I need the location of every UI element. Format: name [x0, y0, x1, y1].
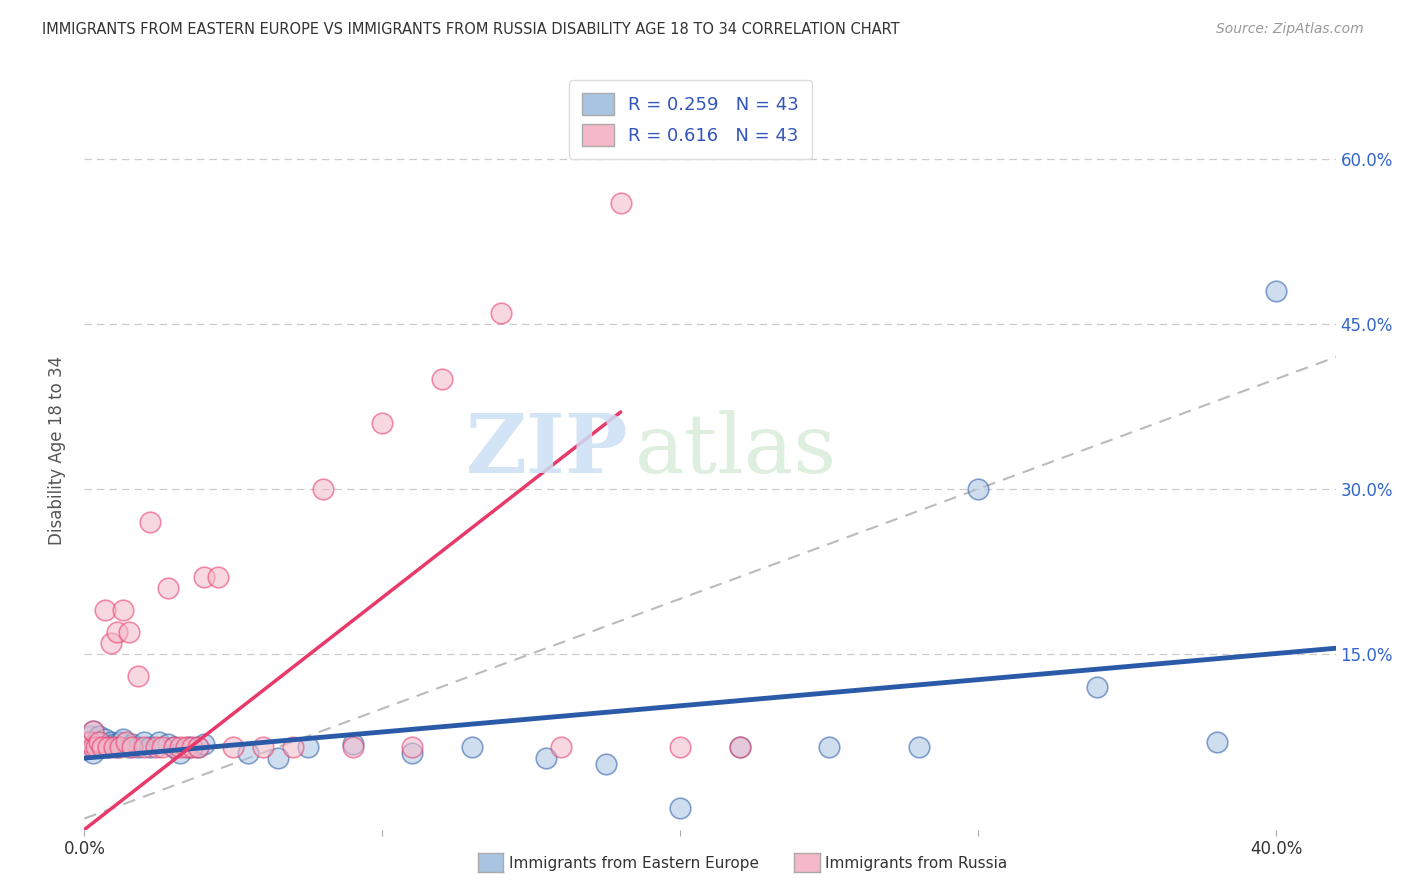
Point: [100, 636, 122, 650]
Point: [105, 740, 128, 755]
Point: [103, 737, 125, 751]
Point: [76, 740, 98, 755]
Point: [121, 740, 143, 755]
Text: Immigrants from Russia: Immigrants from Russia: [825, 856, 1008, 871]
Point: [91, 737, 114, 751]
Point: [84, 734, 107, 748]
Point: [669, 800, 692, 814]
Point: [105, 624, 128, 639]
Point: [118, 624, 141, 639]
Point: [609, 196, 631, 211]
Point: [187, 740, 209, 755]
Point: [281, 740, 304, 755]
Point: [297, 740, 319, 755]
Point: [174, 740, 197, 755]
Point: [97, 740, 120, 755]
Point: [132, 740, 155, 755]
Point: [818, 740, 841, 755]
Point: [76, 734, 98, 748]
Point: [108, 734, 131, 748]
Point: [84, 740, 107, 755]
Point: [150, 740, 173, 755]
Point: [371, 416, 394, 430]
Point: [163, 740, 186, 755]
Point: [169, 746, 191, 760]
Point: [100, 734, 122, 748]
Text: IMMIGRANTS FROM EASTERN EUROPE VS IMMIGRANTS FROM RUSSIA DISABILITY AGE 18 TO 34: IMMIGRANTS FROM EASTERN EUROPE VS IMMIGR…: [42, 22, 900, 37]
Point: [430, 372, 453, 386]
Point: [669, 740, 692, 755]
Point: [1265, 284, 1288, 298]
Point: [907, 740, 929, 755]
Point: [193, 570, 215, 584]
Text: atlas: atlas: [636, 410, 837, 491]
Point: [148, 734, 170, 748]
Point: [595, 756, 617, 771]
Point: [127, 669, 149, 683]
Point: [139, 740, 162, 755]
Point: [112, 603, 135, 617]
Point: [103, 740, 125, 755]
Point: [118, 740, 141, 755]
Point: [728, 740, 751, 755]
Point: [91, 740, 114, 755]
Point: [193, 737, 215, 751]
Point: [108, 740, 131, 755]
Point: [267, 751, 290, 765]
Point: [342, 740, 364, 755]
Point: [127, 740, 149, 755]
Point: [132, 734, 155, 748]
Point: [163, 740, 186, 755]
Point: [180, 740, 202, 755]
Point: [79, 734, 101, 748]
Point: [550, 740, 572, 755]
Point: [156, 581, 179, 595]
Point: [342, 737, 364, 751]
Text: Immigrants from Eastern Europe: Immigrants from Eastern Europe: [509, 856, 759, 871]
Point: [79, 729, 101, 743]
Point: [115, 734, 138, 748]
Point: [252, 740, 274, 755]
Point: [121, 737, 143, 751]
Text: Source: ZipAtlas.com: Source: ZipAtlas.com: [1216, 22, 1364, 37]
Point: [82, 723, 104, 738]
Point: [207, 570, 229, 584]
Point: [401, 746, 423, 760]
Point: [145, 740, 167, 755]
Point: [94, 732, 117, 747]
Y-axis label: Disability Age 18 to 34: Disability Age 18 to 34: [48, 356, 66, 545]
Point: [112, 732, 135, 747]
Point: [401, 740, 423, 755]
Point: [89, 729, 111, 743]
Point: [222, 740, 245, 755]
Point: [460, 740, 482, 755]
Text: ZIP: ZIP: [465, 410, 628, 491]
Point: [139, 515, 162, 529]
Point: [94, 603, 117, 617]
Point: [238, 746, 260, 760]
Point: [82, 723, 104, 738]
Legend: R = 0.259   N = 43, R = 0.616   N = 43: R = 0.259 N = 43, R = 0.616 N = 43: [569, 80, 811, 159]
Point: [967, 482, 990, 496]
Point: [156, 737, 179, 751]
Point: [312, 482, 335, 496]
Point: [534, 751, 557, 765]
Point: [491, 306, 513, 320]
Point: [177, 740, 200, 755]
Point: [89, 740, 111, 755]
Point: [1085, 680, 1108, 694]
Point: [187, 740, 209, 755]
Point: [728, 740, 751, 755]
Point: [97, 740, 120, 755]
Point: [82, 740, 104, 755]
Point: [1205, 734, 1227, 748]
Point: [89, 734, 111, 748]
Point: [169, 740, 191, 755]
Point: [82, 746, 104, 760]
